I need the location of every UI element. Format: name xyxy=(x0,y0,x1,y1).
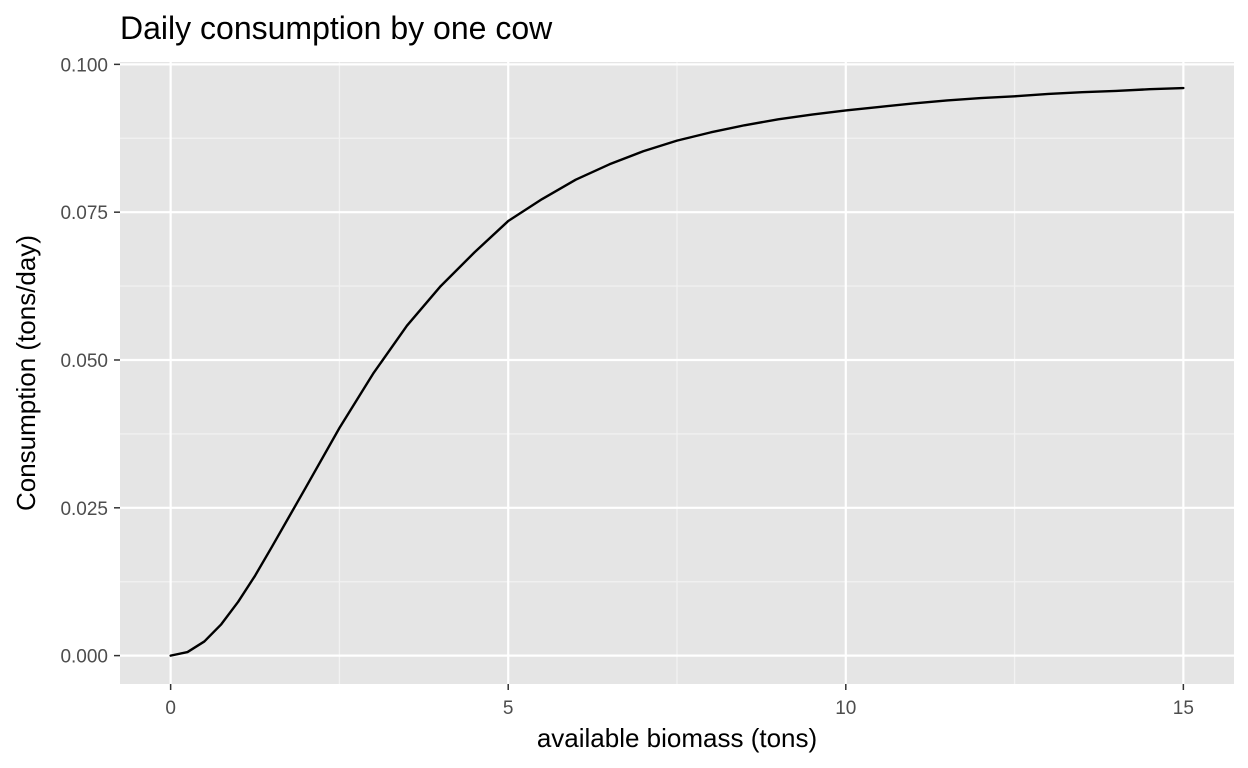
y-axis: 0.000 0.025 0.050 0.075 0.100 xyxy=(60,55,120,668)
series-line xyxy=(169,86,1185,657)
y-tick-label: 0.100 xyxy=(60,55,108,76)
minor-gridlines xyxy=(120,62,1234,684)
x-tick-label: 0 xyxy=(165,698,176,719)
major-gridlines xyxy=(120,62,1234,684)
x-tick-label: 5 xyxy=(503,698,514,719)
y-tick-label: 0.000 xyxy=(60,647,108,668)
x-tick-label: 10 xyxy=(835,698,856,719)
x-axis-title: available biomass (tons) xyxy=(537,723,817,753)
x-axis: 0 5 10 15 xyxy=(165,684,1194,719)
chart-title: Daily consumption by one cow xyxy=(120,10,553,46)
x-tick-label: 15 xyxy=(1173,698,1194,719)
y-tick-label: 0.050 xyxy=(60,351,108,372)
y-axis-title: Consumption (tons/day) xyxy=(11,235,41,511)
y-tick-label: 0.025 xyxy=(60,499,108,520)
y-tick-label: 0.075 xyxy=(60,203,108,224)
data-layer xyxy=(169,86,1185,657)
